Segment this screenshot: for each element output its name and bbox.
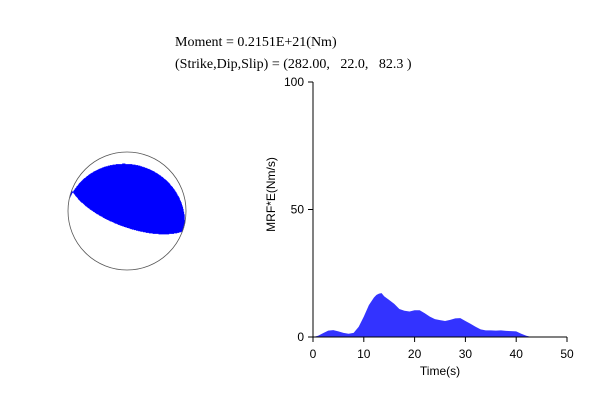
- moment-rate-chart: 0 10 20 30 40 50 0 50 100 Time(s) MRF*E(Nm/s): [264, 75, 574, 378]
- x-tick-label: 30: [459, 347, 473, 361]
- x-tick-label: 40: [510, 347, 524, 361]
- x-axis-ticks: 0 10 20 30 40 50: [310, 337, 574, 361]
- x-tick-label: 10: [357, 347, 371, 361]
- x-tick-label: 0: [310, 347, 317, 361]
- y-tick-label: 0: [297, 330, 304, 344]
- beachball-outline: [67, 151, 187, 271]
- y-tick-label: 50: [291, 203, 305, 217]
- mechanism-label: (Strike,Dip,Slip) = (282.00, 22.0, 82.3 …: [175, 57, 412, 72]
- moment-rate-area: [313, 293, 532, 337]
- focal-mechanism-beachball: [67, 151, 187, 271]
- x-axis-label: Time(s): [420, 364, 460, 378]
- x-tick-label: 20: [408, 347, 422, 361]
- moment-label: Moment = 0.2151E+21(Nm): [175, 35, 337, 50]
- y-axis-ticks: 0 50 100: [284, 75, 313, 344]
- x-tick-label: 50: [560, 347, 574, 361]
- y-axis-label: MRF*E(Nm/s): [264, 157, 278, 232]
- beachball-compressional-quadrant: [69, 163, 186, 235]
- y-tick-label: 100: [284, 75, 304, 89]
